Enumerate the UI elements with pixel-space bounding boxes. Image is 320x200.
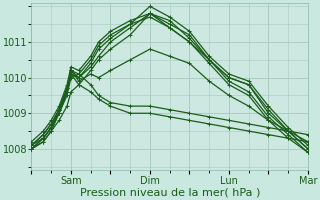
X-axis label: Pression niveau de la mer( hPa ): Pression niveau de la mer( hPa )	[80, 187, 260, 197]
